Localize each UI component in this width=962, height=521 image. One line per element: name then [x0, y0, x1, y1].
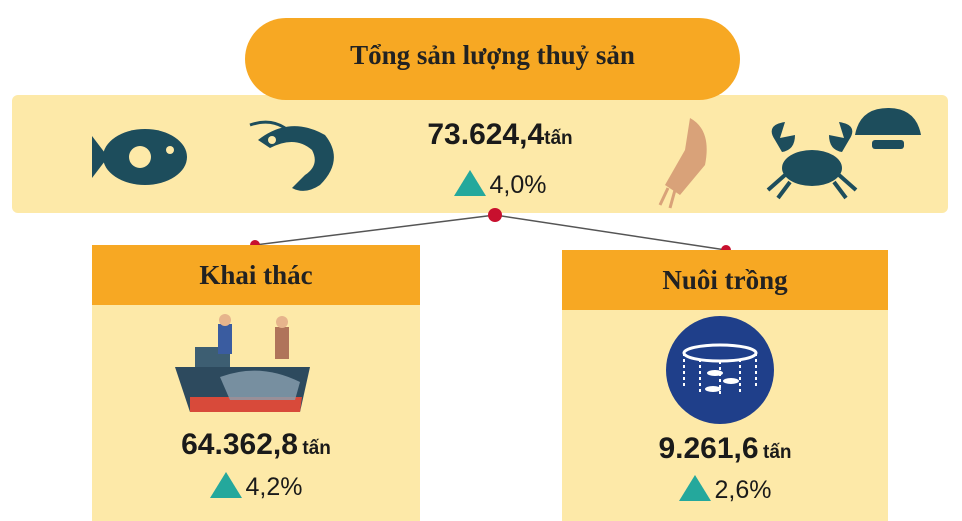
total-value: 73.624,4: [427, 118, 544, 151]
card-title: Khai thác: [92, 245, 420, 305]
total-value-row: 73.624,4tấn: [370, 118, 630, 152]
growth: 2,6%: [715, 476, 772, 504]
card-title: Nuôi trồng: [562, 250, 888, 310]
crab-icon: [768, 122, 856, 198]
value: 64.362,8: [181, 428, 298, 461]
growth-row: 4,2%: [92, 472, 420, 502]
growth-row: 2,6%: [562, 475, 888, 505]
squid-icon: [660, 118, 707, 208]
fish-icon: [92, 129, 187, 185]
boat-icon: [170, 312, 320, 422]
unit: tấn: [302, 438, 331, 459]
up-arrow: [210, 472, 242, 498]
farm-icon: [665, 315, 775, 425]
growth: 4,2%: [246, 473, 303, 501]
shrimp-icon: [250, 122, 334, 191]
total-growth-row: 4,0%: [370, 170, 630, 200]
page: Tổng sản lượng thuỷ sản 73.624,4tấn: [0, 0, 962, 521]
unit: tấn: [763, 442, 792, 463]
up-arrow: [454, 170, 486, 196]
value-row: 9.261,6 tấn: [562, 432, 888, 466]
value-row: 64.362,8 tấn: [92, 428, 420, 462]
total-growth: 4,0%: [490, 171, 547, 199]
up-arrow: [679, 475, 711, 501]
shell-icon: [855, 108, 921, 149]
total-unit: tấn: [544, 128, 573, 149]
value: 9.261,6: [658, 432, 758, 465]
